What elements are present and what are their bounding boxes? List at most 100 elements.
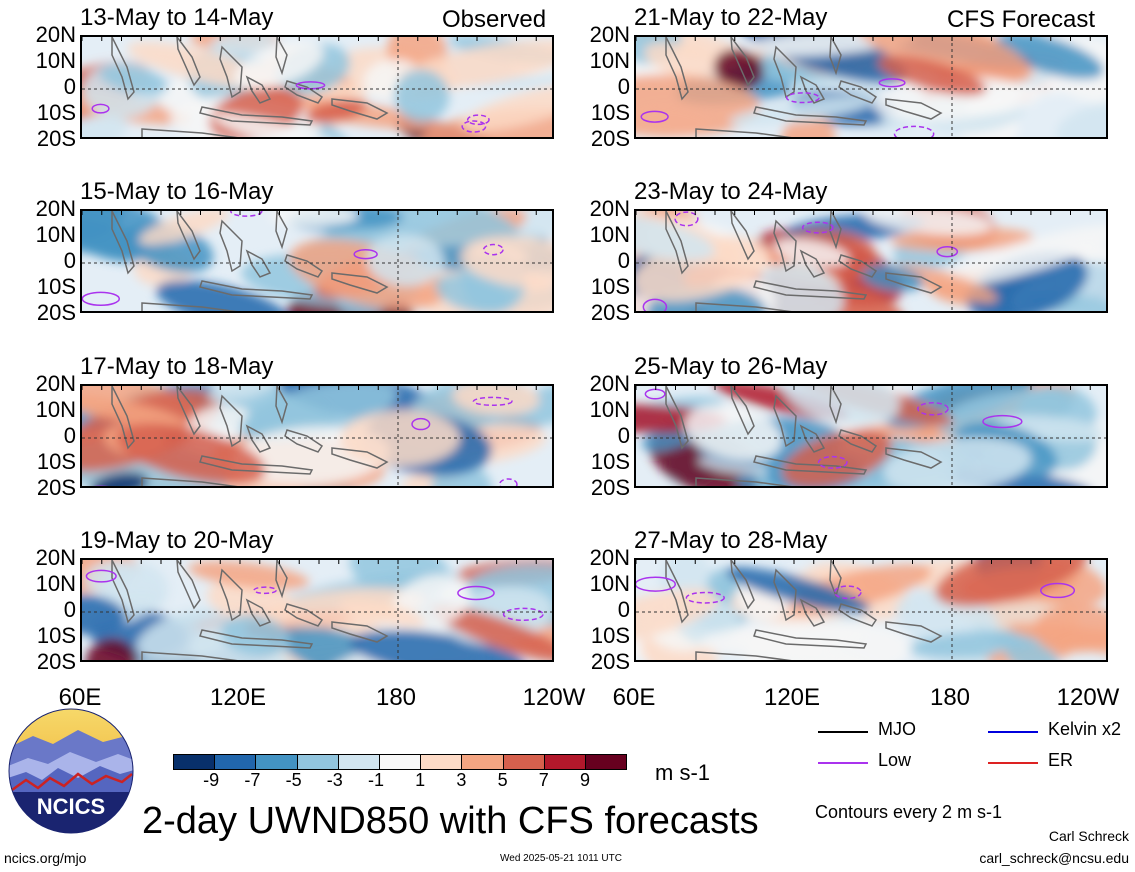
- legend-label: ER: [1048, 750, 1074, 770]
- y-tick-label: 20S: [590, 649, 630, 674]
- y-tick-label: 20S: [590, 475, 630, 500]
- colorbar-swatch: [502, 754, 545, 770]
- y-tick-label: 20S: [590, 126, 630, 151]
- y-tick-label: 10N: [35, 397, 76, 422]
- colorbar-swatch: [585, 754, 628, 770]
- logo-text: NCICS: [37, 794, 105, 819]
- x-tick-label: 60E: [58, 684, 102, 711]
- y-tick-label: 10N: [589, 222, 630, 247]
- colorbar-swatch: [296, 754, 339, 770]
- y-tick-label: 20N: [589, 22, 630, 47]
- map-field: [636, 386, 1106, 486]
- colorbar-swatch: [379, 754, 422, 770]
- panel-title: 23-May to 24-May: [634, 178, 828, 205]
- wind-anomaly-map: [634, 384, 1108, 488]
- wind-anomaly-map: [80, 35, 554, 139]
- y-tick-label: 20N: [589, 545, 630, 570]
- panel-title: 13-May to 14-May: [80, 4, 274, 31]
- colorbar-label: 9: [579, 770, 590, 790]
- colorbar-swatch: [461, 754, 504, 770]
- colorbar-units: m s-1: [655, 760, 710, 785]
- legend-label: Low: [878, 750, 912, 770]
- panel-source-tag: Observed: [442, 6, 547, 33]
- y-tick-label: 10N: [35, 222, 76, 247]
- y-tick-label: 20N: [35, 371, 76, 396]
- colorbar-label: 5: [497, 770, 508, 790]
- y-tick-label: 20N: [589, 371, 630, 396]
- x-tick-label: 180: [375, 684, 417, 711]
- colorbar-label: -1: [367, 770, 384, 790]
- legend-swatch: [818, 762, 868, 764]
- y-tick-label: 20N: [35, 545, 76, 570]
- y-tick-label: 20N: [589, 196, 630, 221]
- wind-anomaly-map: [634, 35, 1108, 139]
- panel-title: 25-May to 26-May: [634, 353, 828, 380]
- y-tick-label: 10S: [36, 449, 76, 474]
- y-tick-label: 20N: [35, 22, 76, 47]
- footer-email: carl_schreck@ncsu.edu: [979, 850, 1129, 866]
- y-tick-label: 10S: [590, 623, 630, 648]
- y-tick-label: 0: [63, 597, 76, 622]
- x-tick-label: 180: [929, 684, 971, 711]
- map-field: [636, 37, 1106, 137]
- y-tick-label: 0: [617, 248, 630, 273]
- y-tick-label: 20S: [590, 300, 630, 325]
- wind-anomaly-map: [80, 209, 554, 313]
- x-tick-label: 60E: [612, 684, 656, 711]
- panel-title: 17-May to 18-May: [80, 353, 274, 380]
- map-field: [82, 37, 552, 137]
- footer-timestamp: Wed 2025-05-21 1011 UTC: [500, 853, 622, 864]
- y-tick-label: 10S: [36, 274, 76, 299]
- y-tick-label: 0: [63, 248, 76, 273]
- y-tick-label: 0: [617, 423, 630, 448]
- footer-author: Carl Schreck: [1048, 828, 1129, 844]
- colorbar-swatch: [420, 754, 463, 770]
- map-field: [636, 560, 1106, 660]
- y-tick-label: 10S: [590, 449, 630, 474]
- y-tick-label: 20S: [36, 475, 76, 500]
- y-tick-label: 10S: [590, 100, 630, 125]
- y-tick-label: 10S: [590, 274, 630, 299]
- y-tick-label: 0: [617, 74, 630, 99]
- y-tick-label: 0: [63, 74, 76, 99]
- colorbar-label: 3: [456, 770, 467, 790]
- y-tick-label: 10S: [36, 623, 76, 648]
- wind-anomaly-map: [80, 384, 554, 488]
- panel-title: 27-May to 28-May: [634, 527, 828, 554]
- map-field: [636, 211, 1106, 311]
- legend-swatch: [988, 762, 1038, 764]
- colorbar-label: -7: [244, 770, 261, 790]
- y-tick-label: 20S: [36, 300, 76, 325]
- y-tick-label: 10N: [35, 571, 76, 596]
- ncics-logo: NCICS: [8, 708, 134, 834]
- chart-title: 2-day UWND850 with CFS forecasts: [142, 800, 759, 842]
- y-tick-label: 20S: [36, 126, 76, 151]
- y-tick-label: 10N: [589, 48, 630, 73]
- colorbar-swatch: [337, 754, 380, 770]
- colorbar-label: 1: [415, 770, 426, 790]
- colorbar-swatch: [255, 754, 298, 770]
- y-tick-label: 10N: [589, 571, 630, 596]
- y-tick-label: 10N: [589, 397, 630, 422]
- wind-anomaly-map: [634, 209, 1108, 313]
- panel-title: 21-May to 22-May: [634, 4, 828, 31]
- colorbar-swatch: [543, 754, 586, 770]
- x-tick-label: 120E: [763, 684, 821, 711]
- map-field: [82, 211, 552, 311]
- legend-swatch: [818, 731, 868, 733]
- y-tick-label: 10N: [35, 48, 76, 73]
- logo-graphic: NCICS: [8, 708, 134, 834]
- colorbar-swatch: [173, 754, 216, 770]
- footer-url: ncics.org/mjo: [4, 850, 87, 866]
- wind-anomaly-map: [80, 558, 554, 662]
- y-tick-label: 20N: [35, 196, 76, 221]
- map-field: [82, 560, 552, 660]
- colorbar-label: -5: [285, 770, 302, 790]
- y-tick-label: 0: [617, 597, 630, 622]
- legend-label: Kelvin x2: [1048, 719, 1122, 739]
- colorbar-label: -9: [203, 770, 220, 790]
- panel-title: 19-May to 20-May: [80, 527, 274, 554]
- y-tick-label: 10S: [36, 100, 76, 125]
- x-tick-label: 120W: [522, 684, 586, 711]
- map-field: [82, 386, 552, 486]
